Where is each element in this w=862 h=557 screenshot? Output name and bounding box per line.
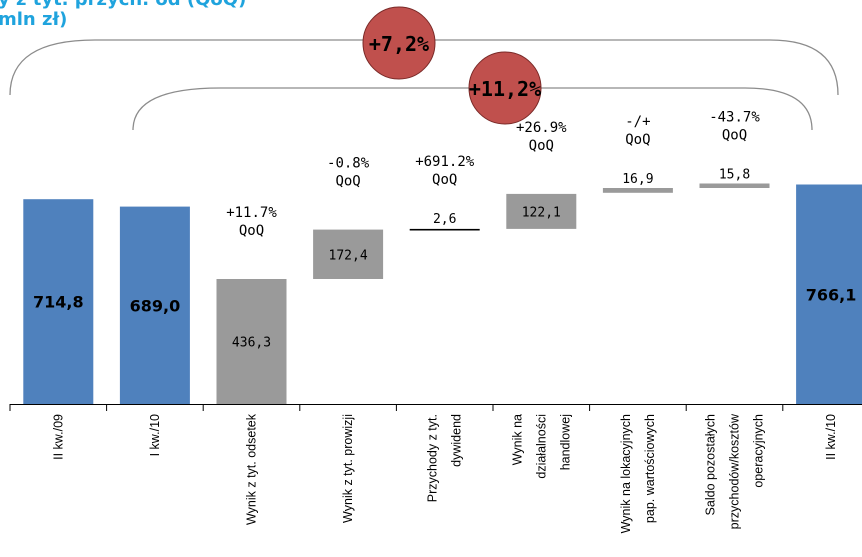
chart-title-line-1: y z tyt. przych. od (QoQ)	[0, 0, 246, 10]
component-bar-4	[409, 228, 480, 231]
category-label-2-0: Wynik z tyt. odsetek	[245, 413, 259, 525]
bracket-label-outer: +7,2%	[369, 32, 429, 56]
bracket-label-inner: +11,2%	[469, 77, 541, 101]
component-bar-5	[506, 193, 577, 229]
qoq-suffix-4: QoQ	[432, 172, 457, 188]
value-label-8: 766,1	[806, 285, 857, 304]
bracket-inner	[132, 87, 813, 131]
qoq-suffix-6: QoQ	[625, 132, 650, 148]
bracket-circle-outer	[362, 6, 436, 80]
component-bar-7	[699, 183, 770, 188]
category-label-7-2: operacyjnych	[752, 414, 766, 488]
category-label-4-1: dywidend	[450, 414, 464, 467]
value-label-6: 16,9	[622, 172, 653, 187]
qoq-suffix-5: QoQ	[529, 138, 554, 154]
component-bar-6	[602, 188, 673, 193]
bracket-badge-inner: +11,2%	[468, 51, 542, 125]
qoq-suffix-2: QoQ	[239, 223, 264, 239]
bracket-outer	[9, 39, 839, 96]
qoq-change-6: -/+	[625, 114, 650, 130]
category-label-6-1: pap. wartościowych	[643, 414, 657, 523]
bracket-badge-outer: +7,2%	[362, 6, 436, 80]
component-bar-2	[216, 279, 287, 404]
value-label-2: 436,3	[232, 336, 271, 351]
value-label-0: 714,8	[33, 293, 84, 312]
category-label-3-0: Wynik z tyt. prowizji	[341, 414, 355, 523]
value-label-5: 122,1	[522, 205, 561, 220]
category-label-1-0: I kw./10	[148, 414, 162, 456]
category-label-5-2: handlowej	[558, 414, 572, 470]
total-bar-0	[23, 199, 94, 404]
category-label-8-0: II kw./10	[824, 414, 838, 460]
value-label-4: 2,6	[433, 212, 456, 227]
component-bar-3	[313, 229, 384, 279]
category-label-7-0: Saldo pozostałych	[704, 414, 718, 516]
qoq-change-5: +26.9%	[516, 120, 567, 136]
category-label-4-0: Przychody z tyt.	[426, 414, 440, 502]
total-bar-1	[119, 206, 190, 404]
qoq-change-3: -0.8%	[327, 156, 370, 172]
total-bar-8	[796, 184, 862, 404]
chart-title-line-2: mln zł)	[0, 9, 68, 30]
value-label-3: 172,4	[329, 248, 368, 263]
value-label-1: 689,0	[130, 296, 181, 315]
bracket-circle-inner	[468, 51, 542, 125]
qoq-change-7: -43.7%	[709, 110, 760, 126]
qoq-suffix-7: QoQ	[722, 128, 747, 144]
chart-title: y z tyt. przych. od (QoQ) mln zł)	[0, 0, 246, 30]
category-label-5-1: działalności	[534, 414, 548, 479]
category-label-0-0: II kw./09	[51, 414, 65, 460]
category-label-5-0: Wynik na	[510, 414, 524, 465]
qoq-change-4: +691.2%	[415, 154, 475, 170]
qoq-suffix-3: QoQ	[335, 174, 360, 190]
bars-layer: 714,8 689,0 436,3 +11.7% QoQ 172,4 -0.8% QoQ 2,6…	[23, 110, 862, 404]
qoq-change-2: +11.7%	[226, 205, 277, 221]
x-axis: II kw./09 I kw./10 Wynik z tyt. odsetek Wyn…	[9, 404, 862, 533]
category-label-6-0: Wynik na lokacyjnych	[619, 414, 633, 533]
value-label-7: 15,8	[719, 168, 750, 183]
category-label-7-1: przychodów/kosztów	[728, 413, 742, 529]
